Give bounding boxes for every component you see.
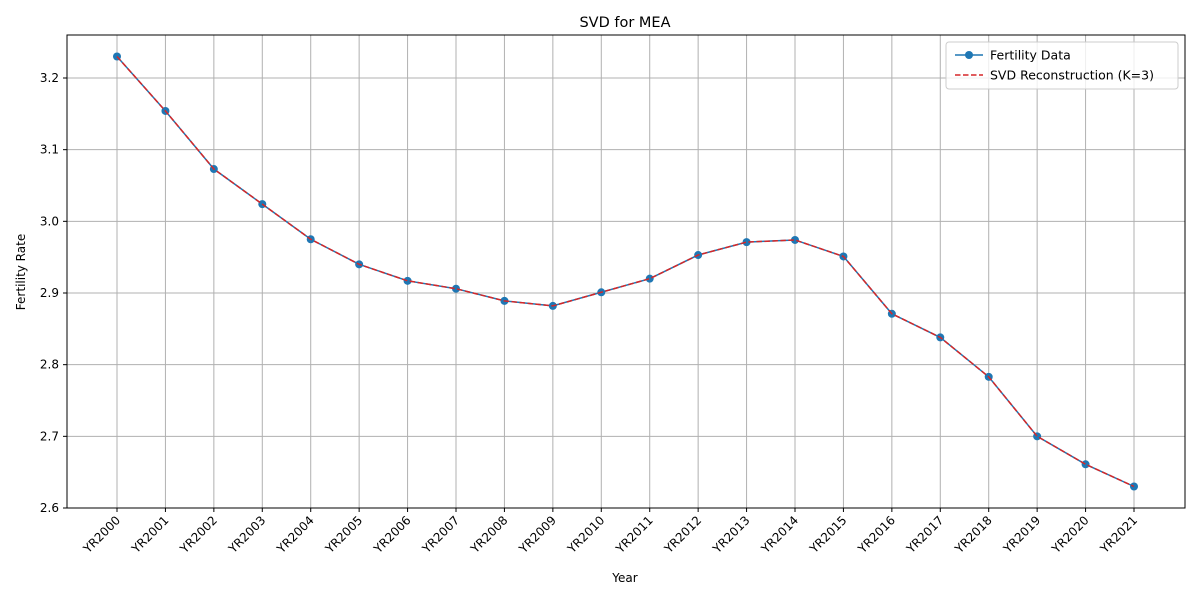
series-layer bbox=[113, 52, 1138, 491]
svd-reconstruction-line bbox=[116, 56, 1135, 488]
x-tick-label: YR2018 bbox=[952, 513, 995, 556]
y-tick-label: 3.2 bbox=[40, 71, 59, 85]
x-tick-label: YR2014 bbox=[758, 513, 801, 556]
fertility-data-point bbox=[452, 284, 460, 293]
y-tick-label: 3.1 bbox=[40, 143, 59, 157]
y-tick-label: 3.0 bbox=[40, 214, 59, 228]
plot-frame bbox=[66, 34, 1186, 509]
axes bbox=[66, 34, 1186, 509]
fertility-data-point bbox=[403, 276, 412, 285]
x-tick-label: YR2020 bbox=[1048, 513, 1091, 556]
x-tick-label: YR2000 bbox=[80, 513, 123, 556]
y-tick-label: 2.8 bbox=[40, 358, 59, 372]
x-tick-label: YR2005 bbox=[322, 513, 365, 556]
legend-box bbox=[945, 41, 1179, 90]
legend-label-svd-reconstruction: SVD Reconstruction (K=3) bbox=[990, 68, 1154, 83]
legend-data-marker bbox=[965, 51, 973, 59]
legend-label-fertility-data: Fertility Data bbox=[990, 48, 1071, 63]
fertility-data-point bbox=[742, 238, 751, 247]
x-tick-label: YR2004 bbox=[274, 513, 317, 556]
legend: Fertility Data SVD Reconstruction (K=3) bbox=[945, 41, 1179, 90]
fertility-data-point bbox=[791, 235, 799, 244]
x-tick-label: YR2008 bbox=[467, 513, 510, 556]
x-tick-label: YR2001 bbox=[128, 513, 171, 556]
fertility-data-point bbox=[1081, 460, 1090, 469]
x-tick-label: YR2015 bbox=[806, 513, 849, 556]
x-tick-label: YR2011 bbox=[613, 513, 656, 556]
y-tick-label: 2.6 bbox=[40, 501, 59, 515]
x-tick-label: YR2021 bbox=[1097, 513, 1140, 556]
fertility-data-point bbox=[645, 274, 654, 283]
x-tick-label: YR2012 bbox=[661, 513, 704, 556]
x-tick-label: YR2003 bbox=[225, 513, 268, 556]
grid bbox=[67, 35, 1185, 509]
x-tick-label: YR2009 bbox=[516, 513, 559, 556]
x-tick-label: YR2007 bbox=[419, 513, 462, 556]
y-tick-label: 2.9 bbox=[40, 286, 59, 300]
y-tick-label: 2.7 bbox=[40, 429, 59, 443]
x-tick-label: YR2002 bbox=[177, 513, 220, 556]
x-axis-title: Year bbox=[611, 571, 637, 585]
x-tick-label: YR2013 bbox=[709, 513, 752, 556]
x-tick-label: YR2006 bbox=[370, 513, 413, 556]
chart-title: SVD for MEA bbox=[579, 15, 670, 31]
x-tick-label: YR2010 bbox=[564, 513, 607, 556]
fertility-data-line bbox=[116, 56, 1135, 488]
x-tick-label: YR2016 bbox=[855, 513, 898, 556]
x-tick-label: YR2019 bbox=[1000, 513, 1043, 556]
x-tick-label: YR2017 bbox=[903, 513, 946, 556]
y-axis-title: Fertility Rate bbox=[14, 234, 28, 310]
